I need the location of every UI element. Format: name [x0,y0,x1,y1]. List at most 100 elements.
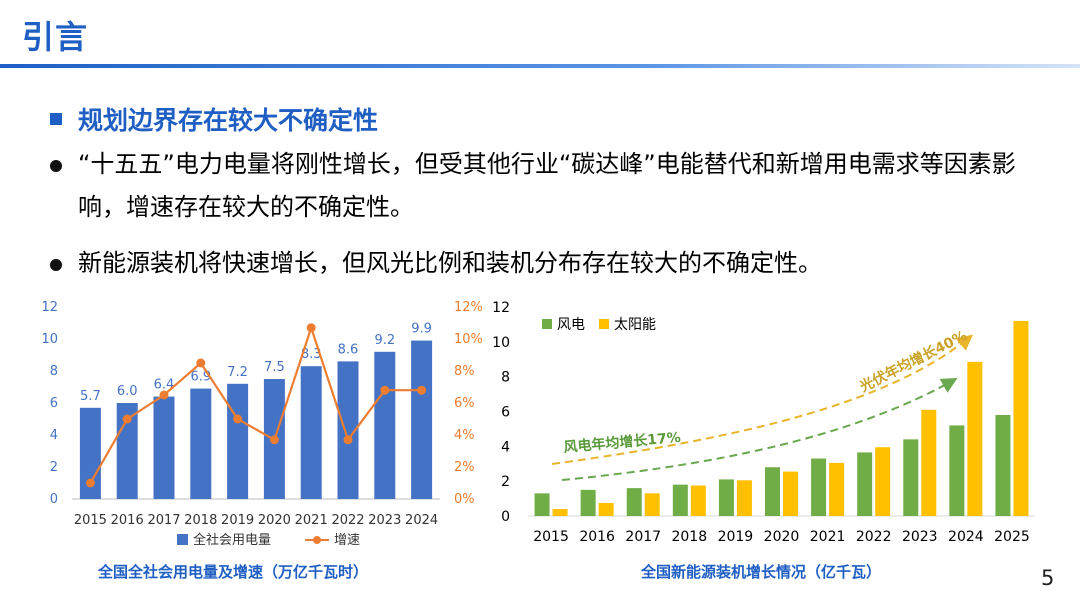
bullet-dot-icon [50,259,62,271]
x-tick-label: 2015 [533,529,569,545]
legend-swatch-consumption [177,534,188,545]
bar-data-label: 6.0 [117,384,138,399]
bar-consumption [300,366,322,499]
y-tick-label: 10 [41,332,58,347]
x-tick-label: 2024 [405,513,438,528]
bullet-dot-icon [50,160,62,172]
y2-tick-label: 12% [454,300,483,315]
growth-rate-point [196,358,206,368]
bar-consumption [190,388,212,499]
pv-growth-arrow [551,334,974,465]
y2-tick-label: 10% [454,332,483,347]
y-tick-label: 4 [50,428,58,443]
y-tick-label: 4 [501,439,510,455]
bar-solar [1013,320,1029,516]
bullet-item-2: 新能源装机将快速增长，但风光比例和装机分布存在较大的不确定性。 [50,242,1050,285]
bullet-text: 新能源装机将快速增长，但风光比例和装机分布存在较大的不确定性。 [78,249,822,277]
growth-rate-point [417,385,427,395]
bullet-text: “十五五”电力电量将刚性增长，但受其他行业“碳达峰”电能替代和新增用电需求等因素… [78,150,1016,221]
bar-data-label: 9.2 [374,333,395,348]
bar-wind [903,439,919,516]
bar-solar [783,471,798,516]
y2-tick-label: 6% [454,396,475,411]
x-tick-label: 2024 [948,529,984,545]
bar-data-label: 7.5 [264,360,285,375]
y-tick-label: 0 [50,492,58,507]
square-bullet-icon [50,113,62,125]
y2-tick-label: 2% [454,460,475,475]
new-energy-capacity-chart: 0 2 4 6 8 10 12 2015 2016 2017 2018 2019 2020 2021 202… [492,300,1035,545]
bar-wind [534,493,550,516]
y-tick-label: 8 [50,364,58,379]
bar-solar [875,447,891,516]
x-tick-label: 2021 [295,513,328,528]
bar-solar [598,502,614,516]
wind-growth-annotation: 风电年均增长17% [563,429,682,456]
x-tick-label: 2019 [221,513,254,528]
bar-solar [552,509,568,516]
bar-consumption [374,351,396,499]
x-tick-label: 2025 [994,529,1030,545]
title-underline [0,64,1080,68]
growth-rate-point [233,414,243,424]
x-tick-label: 2020 [258,513,291,528]
y-tick-label: 10 [492,335,510,351]
y-tick-label: 2 [501,474,510,490]
bar-data-label: 7.2 [227,365,248,380]
legend-label-solar: 太阳能 [614,317,656,333]
legend-marker-growth [313,536,321,544]
section-heading-text: 规划边界存在较大不确定性 [78,106,379,135]
bar-wind [718,479,734,516]
bar-consumption [411,340,433,499]
x-tick-label: 2018 [671,529,707,545]
bar-data-label: 8.3 [301,347,322,362]
bar-data-label: 5.7 [80,389,101,404]
bar-solar [921,409,937,516]
bar-solar [690,485,706,516]
x-tick-label: 2018 [184,513,217,528]
bar-data-label: 6.9 [190,370,211,385]
bar-consumption [153,396,175,499]
bar-consumption [337,361,359,499]
bar-wind [765,467,780,516]
slide-title: 引言 [22,18,89,56]
x-tick-label: 2016 [111,513,144,528]
bar-wind [995,414,1011,516]
x-tick-label: 2017 [625,529,661,545]
bar-wind [672,484,688,516]
growth-rate-point [122,414,132,424]
growth-rate-point [343,435,353,445]
bar-solar [644,493,660,516]
bar-wind [811,458,827,516]
y-tick-label: 6 [501,405,510,421]
y2-tick-label: 0% [454,492,475,507]
y-tick-label: 2 [50,460,58,475]
growth-rate-line [89,324,422,484]
x-tick-label: 2023 [902,529,938,545]
growth-rate-point [269,435,279,445]
x-tick-label: 2019 [718,529,754,545]
growth-rate-point [380,385,390,395]
bar-wind [626,488,642,516]
x-tick-label: 2020 [764,529,800,545]
bar-solar [736,480,752,516]
bar-consumption [79,407,101,499]
x-tick-label: 2017 [147,513,180,528]
legend-label-growth: 增速 [334,533,360,548]
legend-swatch-solar [599,319,609,329]
legend-swatch-wind [542,319,552,329]
chart2-caption: 全国新能源装机增长情况（亿千瓦） [641,563,882,581]
bar-data-label: 8.6 [338,342,359,357]
growth-rate-point [306,323,316,333]
x-tick-label: 2023 [368,513,401,528]
bar-consumption [227,383,249,499]
y2-tick-label: 8% [454,364,475,379]
y-tick-label: 8 [501,370,510,386]
y2-tick-label: 4% [454,428,475,443]
pv-growth-annotation: 光伏年均增长40% [856,327,969,396]
growth-rate-point [85,478,95,488]
growth-rate-point [159,390,169,400]
y-tick-label: 0 [501,509,510,525]
y-tick-label: 12 [492,300,510,316]
bar-wind [580,489,596,516]
